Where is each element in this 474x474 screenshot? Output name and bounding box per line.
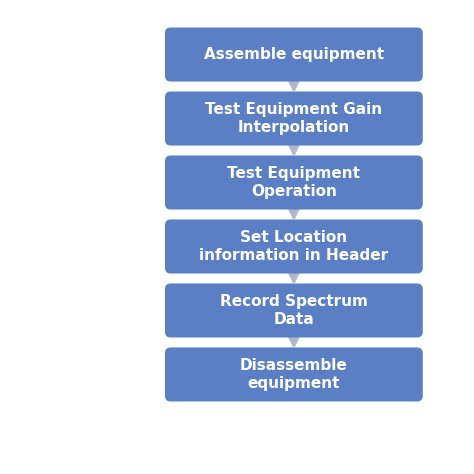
Text: Disassemble
equipment: Disassemble equipment	[240, 358, 348, 391]
FancyBboxPatch shape	[165, 91, 423, 146]
FancyBboxPatch shape	[165, 283, 423, 337]
Text: Record Spectrum
Data: Record Spectrum Data	[220, 294, 368, 327]
Text: Assemble equipment: Assemble equipment	[204, 47, 384, 62]
FancyBboxPatch shape	[165, 27, 423, 82]
FancyBboxPatch shape	[165, 155, 423, 210]
Text: Test Equipment
Operation: Test Equipment Operation	[228, 166, 360, 199]
Text: Set Location
information in Header: Set Location information in Header	[200, 230, 388, 263]
Text: Test Equipment Gain
Interpolation: Test Equipment Gain Interpolation	[205, 102, 383, 135]
FancyBboxPatch shape	[165, 219, 423, 273]
FancyBboxPatch shape	[165, 347, 423, 401]
